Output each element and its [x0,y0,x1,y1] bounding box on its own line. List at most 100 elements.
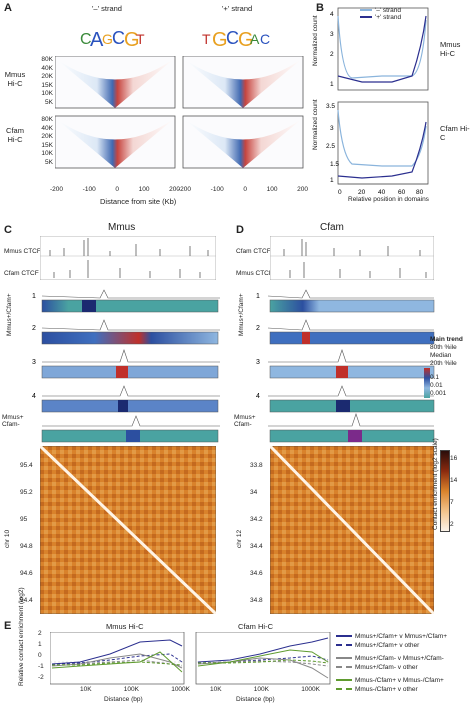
panel-b-chart: 0 20 40 60 80 4 3 2 1 3.5 3 2.5 1.5 1 [326,7,429,196]
legend-swatch [336,635,352,638]
svg-text:4: 4 [330,11,334,18]
panel-c-label: C [4,224,12,236]
svg-text:1.5: 1.5 [330,161,339,168]
enrichment-ticks: 16 14 7 2 [450,455,458,528]
svg-text:C: C [260,31,270,47]
svg-text:20: 20 [358,189,366,196]
b-ylabel-bottom: Normalized count [312,99,319,150]
svg-text:1: 1 [32,293,36,300]
c-ctcf-tracks [40,236,216,280]
c-group-label: Mmus+/Cfam+ [6,293,13,336]
c-chr-label: chr 10 [4,529,11,548]
svg-text:G: G [212,29,228,50]
e-xticks-left: 10K 100K 1000K [80,686,190,693]
svg-text:3: 3 [330,125,334,132]
panel-d-label: D [236,224,244,236]
panel-e-label: E [4,620,12,632]
c-title: Mmus [108,222,136,233]
e-xlabel-right: Distance (bp) [236,696,275,703]
enrichment-colorbar [440,450,450,532]
a-xlabel: Distance from site (Kb) [100,197,177,206]
e-line-charts [50,632,331,685]
a-xticks-left: -200 -100 0 100 200 [50,186,180,193]
legend-swatch [336,657,352,660]
a-yticks-bottom: 80K 40K 20K 15K 10K 5K [41,116,53,166]
b-row-mmus: Mmus Hi-C [440,40,461,58]
e-left-title: Mmus Hi-C [106,622,144,631]
c-track-1: Mmus CTCF [4,248,41,255]
row-label-mmus: Mmus Hi-C [4,70,26,88]
svg-text:60: 60 [398,189,406,196]
d-track-1: Cfam CTCF [236,248,271,255]
e-legend-item: Mmus-/Cfam+ v other [336,685,447,694]
e-legend-item: Mmus+/Cfam- v other [336,663,447,672]
b-ylabel-top: Normalized count [312,15,319,66]
e-legend-item: Mmus+/Cfam+ v other [336,641,447,650]
svg-text:3: 3 [256,359,260,366]
d-chr-label: chr 12 [236,529,243,548]
e-legend-item: Mmus+/Cfam- v Mmus+/Cfam- [336,654,447,663]
trend-colorbar [424,368,430,398]
svg-text:1: 1 [330,177,334,184]
svg-text:T: T [202,31,211,47]
enrichment-label: Contact enrichment (log2 scale) [432,438,439,530]
legend-swatch [336,688,352,691]
svg-text:G: G [124,29,140,50]
c-contact-heatmap [40,446,216,614]
motif-logo-plus: T G C G A C [202,28,270,50]
d-rows: 1 2 3 4 [256,289,435,443]
legend-swatch [336,666,352,669]
a-yticks-top: 80K 40K 20K 15K 10K 5K [41,56,53,106]
panel-a-heatmaps [55,56,304,169]
svg-text:4: 4 [32,393,36,400]
d-contact-heatmap [270,446,434,614]
legend-swatch [336,644,352,647]
svg-text:2: 2 [32,325,36,332]
svg-text:T: T [136,31,145,47]
b-legend: '–' strand '+' strand [360,7,401,21]
d-track-2: Mmus CTCF [236,270,273,277]
svg-text:G: G [102,31,113,47]
svg-text:1: 1 [256,293,260,300]
d-ctcf-tracks [270,236,434,280]
svg-text:C: C [226,28,239,48]
panel-b-label: B [316,2,324,14]
c-rows: 1 2 3 4 [32,289,220,443]
plus-strand-label: '+' strand [222,4,253,13]
legend-plus-swatch [360,16,372,19]
e-xlabel-left: Distance (bp) [104,696,143,703]
svg-text:C: C [112,28,125,48]
d-title: Cfam [320,222,344,233]
svg-text:A: A [90,29,104,50]
c-group-label2: Mmus+ Cfam- [2,414,24,428]
a-xticks-right: -200 -100 0 100 200 [178,186,308,193]
d-yticks: 33.8 34 34.2 34.4 34.6 34.8 [250,462,263,604]
svg-text:G: G [238,29,254,50]
svg-text:C: C [80,31,92,48]
svg-text:3.5: 3.5 [326,103,335,110]
svg-text:80: 80 [416,189,424,196]
trend-legend: Main trend 80th %ile Median 20th %ile 0.… [430,336,463,397]
panel-a-label: A [4,2,12,14]
svg-text:40: 40 [378,189,386,196]
svg-text:A: A [250,31,260,47]
e-legend-item: Mmus-/Cfam+ v Mmus-/Cfam+ [336,676,447,685]
svg-text:4: 4 [256,393,260,400]
c-yticks: 95.4 95.2 95 94.8 94.6 94.4 [20,462,33,604]
motif-logo-minus: C A G C G T [80,28,145,50]
minus-strand-label: '–' strand [92,4,122,13]
legend-minus-swatch [360,9,372,12]
svg-text:3: 3 [32,359,36,366]
e-ylabel: Relative contact enrichment (log2) [18,587,25,686]
e-legend-item: Mmus+/Cfam+ v Mmus+/Cfam+ [336,632,447,641]
e-yticks: 2 1 0 -1 -2 [38,630,44,681]
svg-text:2: 2 [256,325,260,332]
b-xlabel: Relative position in domains [348,196,429,203]
legend-swatch [336,679,352,682]
d-group-label: Mmus+/Cfam+ [238,293,245,336]
svg-text:0: 0 [338,189,342,196]
d-group-label2: Mmus+ Cfam- [234,414,256,428]
e-xticks-right: 10K 100K 1000K [210,686,320,693]
c-track-2: Cfam CTCF [4,270,39,277]
row-label-cfam: Cfam Hi-C [6,126,24,144]
